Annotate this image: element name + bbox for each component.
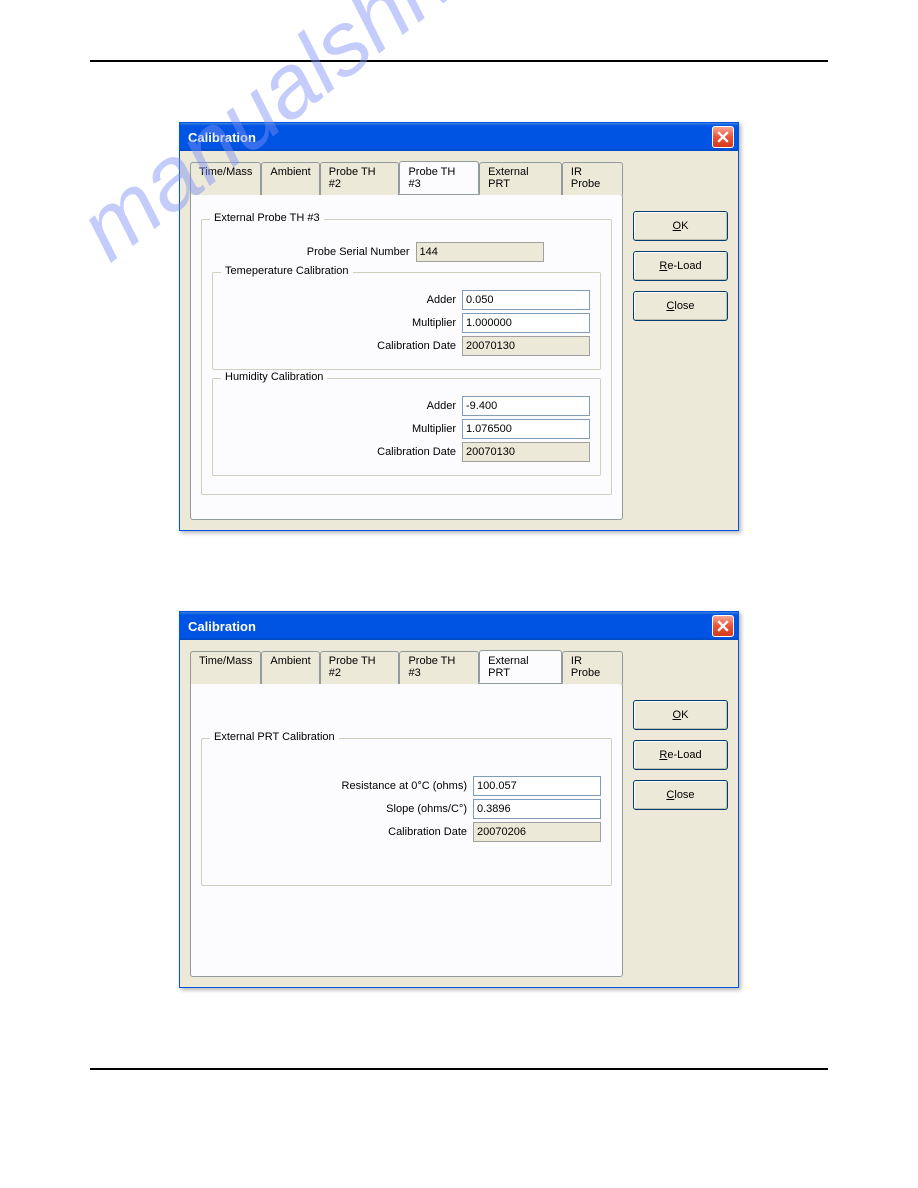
close-icon[interactable] (712, 126, 734, 148)
tab-ir-probe[interactable]: IR Probe (562, 651, 623, 684)
groupbox-external-probe: External Probe TH #3 Probe Serial Number… (201, 219, 612, 495)
caldate-input[interactable] (473, 822, 601, 842)
group-title: External PRT Calibration (210, 731, 339, 743)
hum-multiplier-label: Multiplier (316, 423, 462, 435)
temp-caldate-label: Calibration Date (316, 340, 462, 352)
tab-probe-th2[interactable]: Probe TH #2 (320, 651, 400, 684)
hum-multiplier-input[interactable] (462, 419, 590, 439)
temp-group-title: Temeperature Calibration (221, 265, 353, 277)
hum-caldate-label: Calibration Date (316, 446, 462, 458)
tab-ambient[interactable]: Ambient (261, 162, 319, 195)
groupbox-prt-calibration: External PRT Calibration Resistance at 0… (201, 738, 612, 886)
group-title: External Probe TH #3 (210, 212, 324, 224)
temp-caldate-input[interactable] (462, 336, 590, 356)
tab-external-prt[interactable]: External PRT (479, 650, 562, 683)
hum-adder-label: Adder (316, 400, 462, 412)
temp-adder-label: Adder (316, 294, 462, 306)
tab-strip: Time/Mass Ambient Probe TH #2 Probe TH #… (190, 650, 623, 684)
caldate-label: Calibration Date (327, 826, 473, 838)
titlebar: Calibration (180, 123, 738, 151)
hum-group-title: Humidity Calibration (221, 371, 327, 383)
groupbox-temperature: Temeperature Calibration Adder Multiplie… (212, 272, 601, 370)
slope-label: Slope (ohms/C°) (327, 803, 473, 815)
resistance-label: Resistance at 0°C (ohms) (327, 780, 473, 792)
ok-button[interactable]: OK (633, 700, 728, 730)
close-button[interactable]: Close (633, 291, 728, 321)
window-title: Calibration (188, 619, 256, 634)
dialog-external-prt: Calibration Time/Mass Ambient Probe TH #… (179, 611, 739, 988)
tab-time-mass[interactable]: Time/Mass (190, 651, 261, 684)
reload-button[interactable]: Re-Load (633, 251, 728, 281)
titlebar: Calibration (180, 612, 738, 640)
window-title: Calibration (188, 130, 256, 145)
hum-adder-input[interactable] (462, 396, 590, 416)
close-icon[interactable] (712, 615, 734, 637)
temp-adder-input[interactable] (462, 290, 590, 310)
tab-probe-th2[interactable]: Probe TH #2 (320, 162, 400, 195)
dialog-probe-th3: Calibration Time/Mass Ambient Probe TH #… (179, 122, 739, 531)
groupbox-humidity: Humidity Calibration Adder Multiplier (212, 378, 601, 476)
divider-top (90, 60, 828, 62)
tab-time-mass[interactable]: Time/Mass (190, 162, 261, 195)
reload-button[interactable]: Re-Load (633, 740, 728, 770)
divider-bottom (90, 1068, 828, 1070)
tab-ir-probe[interactable]: IR Probe (562, 162, 623, 195)
ok-button[interactable]: OK (633, 211, 728, 241)
tab-probe-th3[interactable]: Probe TH #3 (399, 161, 479, 194)
tab-external-prt[interactable]: External PRT (479, 162, 562, 195)
resistance-input[interactable] (473, 776, 601, 796)
tab-ambient[interactable]: Ambient (261, 651, 319, 684)
tab-probe-th3[interactable]: Probe TH #3 (399, 651, 479, 684)
temp-multiplier-input[interactable] (462, 313, 590, 333)
hum-caldate-input[interactable] (462, 442, 590, 462)
close-button[interactable]: Close (633, 780, 728, 810)
slope-input[interactable] (473, 799, 601, 819)
temp-multiplier-label: Multiplier (316, 317, 462, 329)
tab-strip: Time/Mass Ambient Probe TH #2 Probe TH #… (190, 161, 623, 195)
serial-label: Probe Serial Number (270, 246, 416, 258)
serial-input[interactable] (416, 242, 544, 262)
